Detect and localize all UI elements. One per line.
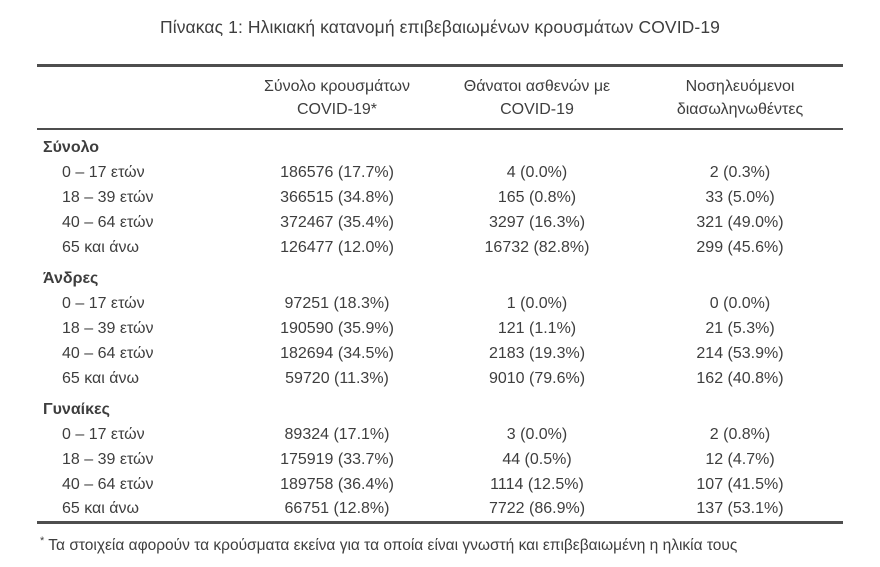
table-row: 40 – 64 ετών 182694 (34.5%) 2183 (19.3%)… bbox=[37, 341, 843, 366]
cases-value: 175919 (33.7%) bbox=[280, 450, 394, 468]
section-label-men: Άνδρες bbox=[43, 269, 99, 287]
deaths-value: 165 (0.8%) bbox=[497, 188, 577, 206]
deaths-value: 3297 (16.3%) bbox=[488, 213, 586, 231]
table-row: 18 – 39 ετών 366515 (34.8%) 165 (0.8%) 3… bbox=[37, 185, 843, 210]
table-row: 65 και άνω 126477 (12.0%) 16732 (82.8%) … bbox=[37, 235, 843, 260]
deaths-value: 2183 (19.3%) bbox=[488, 344, 586, 362]
deaths-value: 1 (0.0%) bbox=[506, 294, 568, 312]
age-label: 40 – 64 ετών bbox=[62, 475, 154, 493]
intubated-value: 12 (4.7%) bbox=[705, 450, 775, 468]
section-label-women: Γυναίκες bbox=[43, 400, 110, 418]
intubated-value: 137 (53.1%) bbox=[696, 499, 784, 517]
cases-value: 372467 (35.4%) bbox=[280, 213, 394, 231]
age-label: 65 και άνω bbox=[62, 499, 140, 517]
deaths-value: 3 (0.0%) bbox=[506, 425, 568, 443]
footnote: * Τα στοιχεία αφορούν τα κρούσματα εκείνα… bbox=[40, 531, 880, 556]
header-total-cases-line2: COVID-19* bbox=[296, 101, 378, 118]
cases-value: 189758 (36.4%) bbox=[280, 475, 394, 493]
table-row: 0 – 17 ετών 186576 (17.7%) 4 (0.0%) 2 (0… bbox=[37, 160, 843, 185]
cases-value: 366515 (34.8%) bbox=[280, 188, 394, 206]
table-body: Σύνολο 0 – 17 ετών 186576 (17.7%) 4 (0.0… bbox=[37, 129, 843, 522]
table-row: 40 – 64 ετών 189758 (36.4%) 1114 (12.5%)… bbox=[37, 472, 843, 497]
age-label: 0 – 17 ετών bbox=[62, 294, 145, 312]
header-row: Σύνολο κρουσμάτων COVID-19* Θάνατοι ασθε… bbox=[37, 65, 843, 130]
age-label: 65 και άνω bbox=[62, 238, 140, 256]
age-label: 0 – 17 ετών bbox=[62, 425, 145, 443]
section-row-total: Σύνολο bbox=[37, 129, 843, 160]
intubated-value: 33 (5.0%) bbox=[705, 188, 775, 206]
cases-value: 126477 (12.0%) bbox=[280, 238, 394, 256]
header-deaths: Θάνατοι ασθενών με COVID-19 bbox=[437, 65, 637, 130]
section-label-total: Σύνολο bbox=[43, 139, 100, 156]
covid-age-table: Σύνολο κρουσμάτων COVID-19* Θάνατοι ασθε… bbox=[37, 64, 843, 524]
header-empty-cell bbox=[37, 65, 237, 130]
footnote-text: Τα στοιχεία αφορούν τα κρούσματα εκείνα … bbox=[48, 536, 738, 554]
deaths-value: 4 (0.0%) bbox=[506, 163, 568, 181]
age-label: 18 – 39 ετών bbox=[62, 319, 154, 337]
age-label: 40 – 64 ετών bbox=[62, 213, 154, 231]
intubated-value: 162 (40.8%) bbox=[696, 369, 784, 387]
intubated-value: 321 (49.0%) bbox=[696, 213, 784, 231]
deaths-value: 7722 (86.9%) bbox=[488, 499, 586, 517]
age-label: 18 – 39 ετών bbox=[62, 450, 154, 468]
header-total-cases-line1: Σύνολο κρουσμάτων bbox=[263, 78, 410, 95]
age-label: 40 – 64 ετών bbox=[62, 344, 154, 362]
intubated-value: 0 (0.0%) bbox=[709, 294, 771, 312]
age-label: 0 – 17 ετών bbox=[62, 163, 145, 181]
deaths-value: 16732 (82.8%) bbox=[484, 238, 590, 256]
cases-value: 182694 (34.5%) bbox=[280, 344, 394, 362]
table-row: 65 και άνω 59720 (11.3%) 9010 (79.6%) 16… bbox=[37, 366, 843, 391]
table-row: 40 – 64 ετών 372467 (35.4%) 3297 (16.3%)… bbox=[37, 210, 843, 235]
intubated-value: 299 (45.6%) bbox=[696, 238, 784, 256]
deaths-value: 121 (1.1%) bbox=[497, 319, 577, 337]
cases-value: 89324 (17.1%) bbox=[284, 425, 390, 443]
header-deaths-line1: Θάνατοι ασθενών με bbox=[463, 78, 611, 95]
table-header: Σύνολο κρουσμάτων COVID-19* Θάνατοι ασθε… bbox=[37, 65, 843, 130]
section-row-women: Γυναίκες bbox=[37, 391, 843, 422]
age-label: 18 – 39 ετών bbox=[62, 188, 154, 206]
cases-value: 97251 (18.3%) bbox=[284, 294, 390, 312]
footnote-asterisk: * bbox=[40, 534, 45, 547]
table-row: 0 – 17 ετών 97251 (18.3%) 1 (0.0%) 0 (0.… bbox=[37, 291, 843, 316]
header-total-cases: Σύνολο κρουσμάτων COVID-19* bbox=[237, 65, 437, 130]
intubated-value: 107 (41.5%) bbox=[696, 475, 784, 493]
table-row: 18 – 39 ετών 190590 (35.9%) 121 (1.1%) 2… bbox=[37, 316, 843, 341]
table-row: 18 – 39 ετών 175919 (33.7%) 44 (0.5%) 12… bbox=[37, 447, 843, 472]
section-row-men: Άνδρες bbox=[37, 260, 843, 291]
intubated-value: 2 (0.8%) bbox=[709, 425, 771, 443]
cases-value: 66751 (12.8%) bbox=[284, 499, 390, 517]
intubated-value: 2 (0.3%) bbox=[709, 163, 771, 181]
age-label: 65 και άνω bbox=[62, 369, 140, 387]
table-title: Πίνακας 1: Ηλικιακή κατανομή επιβεβαιωμέ… bbox=[159, 17, 720, 37]
intubated-value: 21 (5.3%) bbox=[705, 319, 775, 337]
deaths-value: 9010 (79.6%) bbox=[488, 369, 586, 387]
table-row: 65 και άνω 66751 (12.8%) 7722 (86.9%) 13… bbox=[37, 497, 843, 522]
header-intubated: Νοσηλευόμενοι διασωληνωθέντες bbox=[637, 65, 843, 130]
table-row: 0 – 17 ετών 89324 (17.1%) 3 (0.0%) 2 (0.… bbox=[37, 422, 843, 447]
intubated-value: 214 (53.9%) bbox=[696, 344, 784, 362]
cases-value: 190590 (35.9%) bbox=[280, 319, 394, 337]
deaths-value: 44 (0.5%) bbox=[502, 450, 572, 468]
cases-value: 59720 (11.3%) bbox=[285, 369, 389, 387]
deaths-value: 1114 (12.5%) bbox=[490, 475, 584, 493]
header-intubated-line1: Νοσηλευόμενοι bbox=[685, 78, 795, 95]
cases-value: 186576 (17.7%) bbox=[280, 163, 394, 181]
header-deaths-line2: COVID-19 bbox=[500, 101, 574, 118]
header-intubated-line2: διασωληνωθέντες bbox=[676, 101, 804, 118]
